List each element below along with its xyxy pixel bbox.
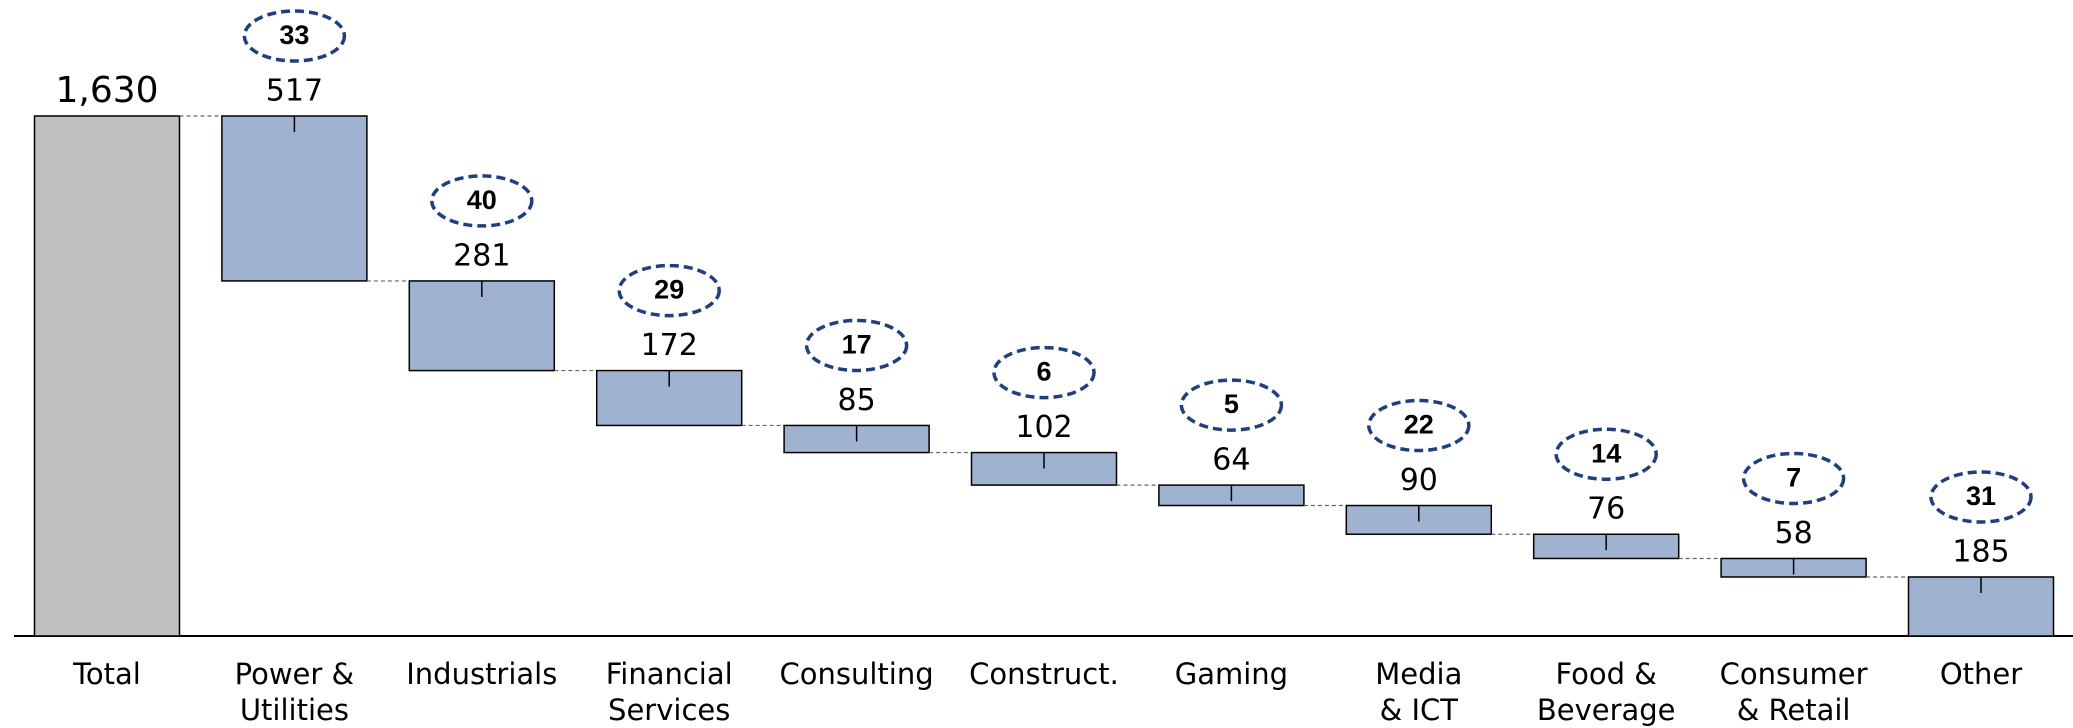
badge-label: 31 (1966, 481, 1996, 511)
badge-outline (1179, 378, 1284, 432)
badge-label: 22 (1404, 410, 1434, 440)
bar (221, 115, 368, 282)
badge-label: 6 (1036, 357, 1051, 387)
value-label: 90 (1400, 463, 1438, 498)
badge-outline (242, 9, 347, 63)
badge-label: 33 (279, 20, 309, 50)
badge-label: 40 (467, 185, 497, 215)
badge-label: 17 (842, 330, 872, 360)
value-label: 76 (1587, 492, 1625, 527)
x-tick-label: Food & Beverage (1537, 657, 1676, 727)
x-tick-label: Total (72, 657, 141, 691)
x-tick-label: Gaming (1175, 657, 1288, 691)
bar (33, 115, 181, 637)
value-label: 102 (1015, 410, 1072, 445)
x-tick-label: Industrials (406, 657, 557, 691)
value-label: 85 (838, 383, 876, 418)
x-tick-label: Media & ICT (1375, 657, 1462, 727)
badge-label: 5 (1224, 389, 1239, 419)
badge-outline (1554, 427, 1658, 481)
badge-label: 14 (1591, 438, 1621, 468)
value-label: 58 (1775, 516, 1813, 551)
value-label: 1,630 (55, 70, 158, 111)
x-tick-label: Construct. (969, 657, 1119, 691)
badge-label: 29 (654, 275, 684, 305)
badge-outline (992, 345, 1096, 400)
value-label: 64 (1212, 443, 1250, 478)
badge-outline (1741, 451, 1846, 506)
x-tick-label: Financial Services (606, 657, 733, 727)
value-label: 281 (453, 238, 510, 273)
x-tick-label: Consulting (780, 657, 934, 691)
x-tick-label: Power & Utilities (235, 657, 355, 727)
badge-outline (617, 263, 721, 318)
badge-outline (1367, 398, 1471, 453)
badge-outline (430, 174, 534, 228)
badge-outline (1929, 470, 2033, 524)
badge-outline (804, 318, 909, 373)
value-label: 517 (266, 74, 323, 109)
value-label: 172 (641, 328, 698, 363)
x-tick-label: Other (1940, 657, 2022, 691)
badge-label: 7 (1786, 463, 1801, 493)
x-tick-label: Consumer & Retail (1720, 657, 1868, 727)
value-label: 185 (1952, 534, 2009, 569)
